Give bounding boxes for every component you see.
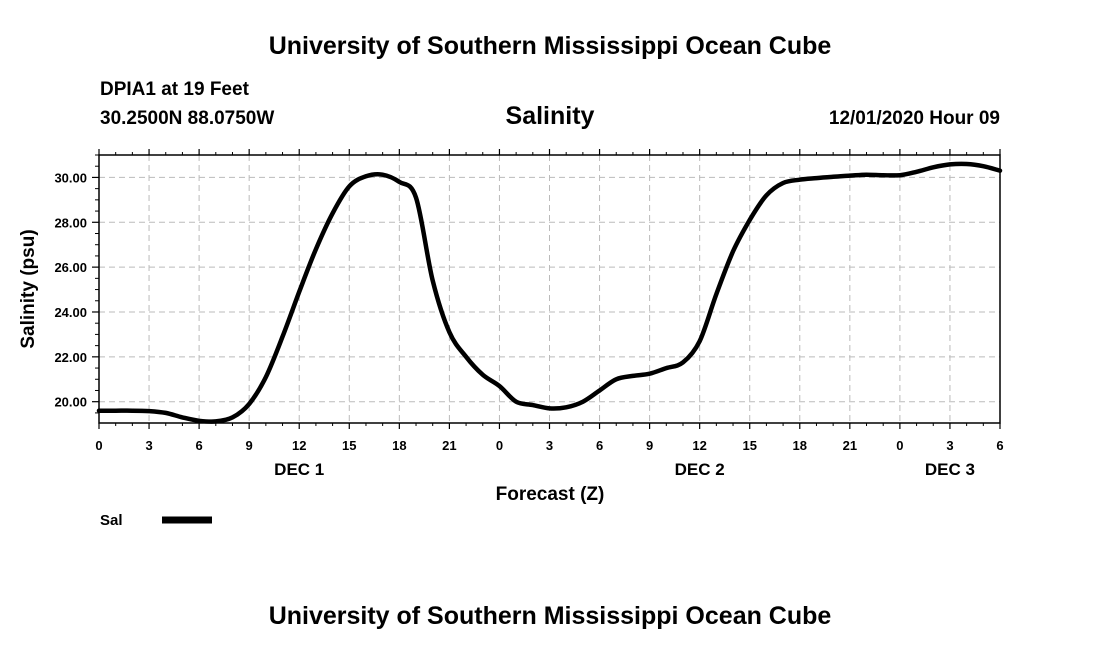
chart-title: Salinity [506, 102, 595, 130]
x-tick-label: 12 [692, 438, 706, 453]
x-tick-label: 18 [793, 438, 807, 453]
x-tick-label: 21 [442, 438, 456, 453]
x-tick-label: 6 [996, 438, 1003, 453]
x-tick-labels: 0 3 6 9 12 15 18 21 0 3 6 9 12 15 18 21 0 3 6 [95, 438, 1003, 453]
axis-ticks [92, 149, 1001, 429]
y-tick-label: 22.00 [54, 350, 87, 365]
x-tick-label: 6 [195, 438, 202, 453]
x-tick-label: 0 [95, 438, 102, 453]
coordinates-label: 30.2500N 88.0750W [100, 108, 274, 129]
y-tick-label: 20.00 [54, 395, 87, 410]
x-tick-label: 6 [596, 438, 603, 453]
plot-frame [98, 154, 1001, 424]
y-axis-label: Salinity (psu) [18, 229, 39, 348]
salinity-series-line [96, 161, 1003, 424]
y-tick-label: 26.00 [54, 260, 87, 275]
day-label: DEC 3 [925, 460, 975, 479]
x-tick-label: 3 [946, 438, 953, 453]
bottom-title: University of Southern Mississippi Ocean… [269, 602, 832, 630]
x-tick-label: 15 [342, 438, 356, 453]
x-tick-label: 0 [896, 438, 903, 453]
x-tick-label: 9 [246, 438, 253, 453]
x-axis-label: Forecast (Z) [496, 484, 605, 505]
x-tick-label: 3 [145, 438, 152, 453]
y-tick-labels: 20.00 22.00 24.00 26.00 28.00 30.00 [54, 170, 87, 409]
x-tick-label: 9 [646, 438, 653, 453]
grid [99, 155, 1000, 423]
x-tick-label: 3 [546, 438, 553, 453]
x-tick-label: 21 [843, 438, 857, 453]
x-tick-label: 18 [392, 438, 406, 453]
station-label: DPIA1 at 19 Feet [100, 79, 250, 100]
day-label: DEC 1 [274, 460, 324, 479]
legend-label: Sal [100, 512, 123, 529]
x-tick-label: 15 [742, 438, 756, 453]
y-tick-label: 24.00 [54, 305, 87, 320]
x-tick-label: 0 [496, 438, 503, 453]
top-title: University of Southern Mississippi Ocean… [269, 32, 832, 60]
day-labels: DEC 1 DEC 2 DEC 3 [274, 460, 975, 479]
y-tick-label: 28.00 [54, 215, 87, 230]
y-tick-label: 30.00 [54, 170, 87, 185]
day-label: DEC 2 [675, 460, 725, 479]
datetime-label: 12/01/2020 Hour 09 [829, 108, 1000, 129]
x-tick-label: 12 [292, 438, 306, 453]
